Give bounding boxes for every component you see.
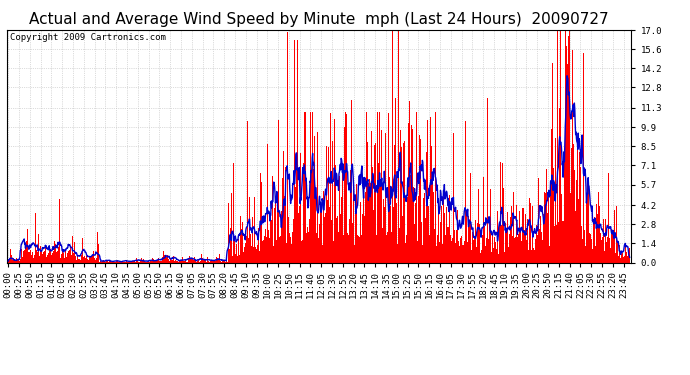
Title: Actual and Average Wind Speed by Minute  mph (Last 24 Hours)  20090727: Actual and Average Wind Speed by Minute …	[29, 12, 609, 27]
Text: Copyright 2009 Cartronics.com: Copyright 2009 Cartronics.com	[10, 33, 166, 42]
